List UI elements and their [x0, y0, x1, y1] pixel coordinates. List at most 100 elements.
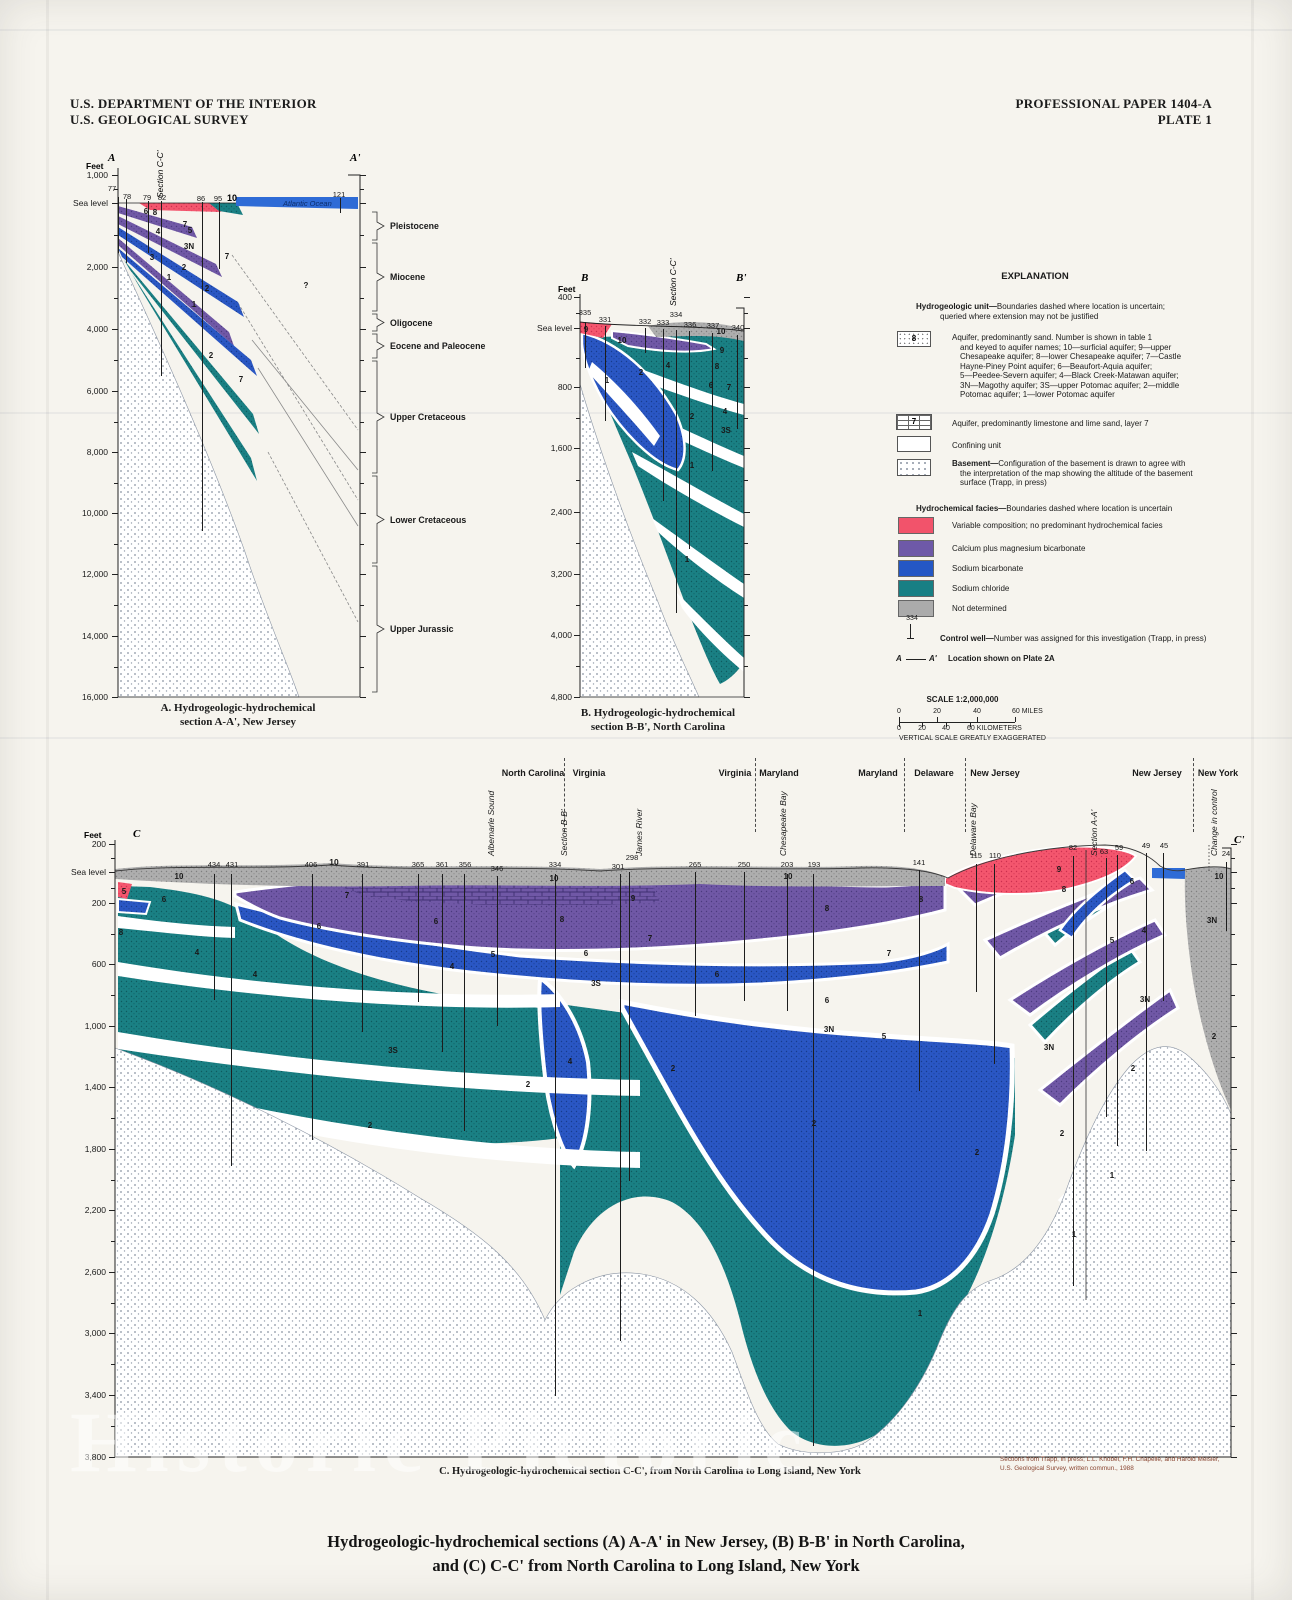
basement-symbol — [897, 459, 931, 476]
era-bracket — [372, 333, 385, 359]
explanation-title: EXPLANATION — [1001, 271, 1069, 282]
section-b-left-end: B — [581, 272, 589, 284]
legend-text-line: Potomac aquifer; 1—lower Potomac aquifer — [960, 390, 1115, 399]
limestone-aquifer-text: Aquifer, predominantly limestone and lim… — [952, 419, 1149, 428]
section-a-right-end: A' — [350, 152, 361, 164]
section-b-caption-2: section B-B', North Carolina — [590, 721, 726, 733]
fold-crease — [0, 29, 1292, 31]
fold-crease — [46, 0, 49, 1600]
scale-tick — [977, 717, 978, 722]
basement-text: Basement—Configuration of the basement i… — [952, 459, 1272, 488]
era-bracket — [372, 313, 385, 332]
paper-number: PROFESSIONAL PAPER 1404-A — [1015, 96, 1212, 111]
sand-aquifer-text: Aquifer, predominantly sand. Number is s… — [952, 333, 1262, 400]
location-a: A — [896, 654, 902, 663]
plate-title-line-2: and (C) C-C' from North Carolina to Long… — [432, 1556, 860, 1575]
facies-label: Calcium plus magnesium bicarbonate — [952, 544, 1086, 553]
scale-label: 40 — [942, 725, 950, 732]
limestone-aquifer-symbol: 7 — [896, 414, 932, 430]
hydrochemical-facies-lead-rest: Boundaries dashed where location is unce… — [1006, 504, 1173, 513]
plate-number: PLATE 1 — [1157, 112, 1212, 127]
era-bracket — [372, 211, 385, 241]
control-well-text: Control well—Number was assigned for thi… — [940, 634, 1270, 644]
facies-label: Sodium chloride — [952, 584, 1010, 593]
legend-text-line: surface (Trapp, in press) — [960, 478, 1047, 487]
scale-tick — [922, 722, 923, 727]
hydrogeologic-unit-lead-rest: Boundaries dashed where location is unce… — [996, 302, 1165, 311]
location-a-prime: A' — [929, 654, 937, 663]
section-c-left-end: C — [133, 828, 141, 840]
facies-label: Variable composition; no predominant hyd… — [952, 521, 1163, 530]
section-a-axis-unit: Feet — [86, 161, 104, 171]
legend-text-line: 5—Peedee-Severn aquifer; 4—Black Creek-M… — [960, 371, 1179, 380]
scale-label: 60 MILES — [1012, 708, 1043, 715]
scale-note: VERTICAL SCALE GREATLY EXAGGERATED — [899, 735, 1046, 742]
hydrochemical-facies-lead-bold: Hydrochemical facies— — [916, 504, 1007, 513]
scale-label: 60 KILOMETERS — [967, 725, 1022, 732]
credit-line-2: U.S. Geological Survey, written commun.,… — [1000, 1465, 1134, 1472]
scale-tick — [899, 717, 900, 722]
scale-tick — [946, 722, 947, 727]
legend-text-line: Chesapeake aquifer; 8—lower Chesapeake a… — [960, 352, 1182, 361]
control-well-symbol — [910, 624, 911, 638]
confining-unit-text: Confining unit — [952, 441, 1001, 450]
facies-label: Not determined — [952, 604, 1007, 613]
hydrogeologic-unit-lead-bold: Hydrogeologic unit— — [916, 302, 997, 311]
confining-unit-symbol — [897, 436, 931, 452]
legend-text-line: 3N—Magothy aquifer; 3S—upper Potomac aqu… — [960, 380, 1180, 390]
aquifer-10-label: 10 — [226, 193, 237, 203]
scale-tick — [1015, 717, 1016, 722]
control-well-text-bold: Control well— — [940, 634, 994, 643]
scale-label: 0 — [897, 725, 901, 732]
basement-bold: Basement— — [952, 459, 999, 468]
section-c-caption: C. Hydrogeologic-hydrochemical section C… — [439, 1466, 861, 1477]
legend-text-line: Hayne-Piney Point aquifer; 6—Beaufort-Aq… — [960, 361, 1153, 371]
scale-tick — [937, 717, 938, 722]
basement-rest: Configuration of the basement is drawn t… — [998, 459, 1186, 468]
hydrochemical-facies-lead: Hydrochemical facies—Boundaries dashed w… — [916, 504, 1246, 514]
control-well-number: 334 — [906, 615, 918, 622]
era-bracket — [372, 565, 385, 693]
section-c-axis-unit: Feet — [84, 830, 102, 840]
scale-title: SCALE 1:2,000,000 — [926, 695, 999, 704]
scale-label: 0 — [897, 708, 901, 715]
scale-tick — [899, 722, 900, 727]
ocean-label: Atlantic Ocean — [283, 199, 332, 208]
scale-label: 20 — [933, 708, 941, 715]
credit-line-1: Sections from Trapp, in press; L.L. Knob… — [1000, 1456, 1220, 1463]
section-c-right-end: C' — [1234, 834, 1245, 846]
legend-text-line: and keyed to aquifer names; 10—surficial… — [960, 342, 1172, 352]
section-a-caption-1: A. Hydrogeologic-hydrochemical — [160, 702, 316, 714]
section-a-caption-2: section A-A', New Jersey — [179, 716, 297, 728]
hydrogeologic-unit-lead: Hydrogeologic unit—Boundaries dashed whe… — [916, 302, 1246, 312]
location-line — [906, 659, 926, 660]
section-a-crossline-label: Section C-C' — [155, 150, 165, 198]
section-c-diagram — [114, 840, 1232, 1458]
facies-swatch — [898, 540, 934, 557]
facies-label: Sodium bicarbonate — [952, 564, 1024, 573]
location-text: Location shown on Plate 2A — [948, 654, 1055, 663]
section-a-left-end: A — [108, 152, 116, 164]
scale-label: 20 — [918, 725, 926, 732]
section-b-diagram — [579, 294, 745, 698]
agency-line-2: U.S. GEOLOGICAL SURVEY — [70, 112, 249, 127]
era-bracket — [372, 360, 385, 474]
facies-swatch — [898, 600, 934, 617]
facies-swatch — [898, 517, 934, 534]
sand-aquifer-symbol: 8 — [897, 331, 931, 347]
facies-swatch — [898, 580, 934, 597]
section-b-crossline-label: Section C-C' — [668, 258, 678, 306]
control-well-text-rest: Number was assigned for this investigati… — [993, 634, 1207, 643]
control-well-symbol-tick — [907, 638, 914, 639]
legend-text-line: the interpretation of the map showing th… — [960, 468, 1193, 478]
section-b-axis-unit: Feet — [558, 284, 576, 294]
scale-bar — [899, 722, 1015, 723]
facies-swatch — [898, 560, 934, 577]
era-bracket — [372, 475, 385, 564]
plate-title-line-1: Hydrogeologic-hydrochemical sections (A)… — [327, 1532, 965, 1551]
section-b-right-end: B' — [736, 272, 747, 284]
agency-line-1: U.S. DEPARTMENT OF THE INTERIOR — [70, 96, 317, 111]
scale-tick — [970, 722, 971, 727]
legend-text-line: Aquifer, predominantly sand. Number is s… — [952, 333, 1153, 342]
